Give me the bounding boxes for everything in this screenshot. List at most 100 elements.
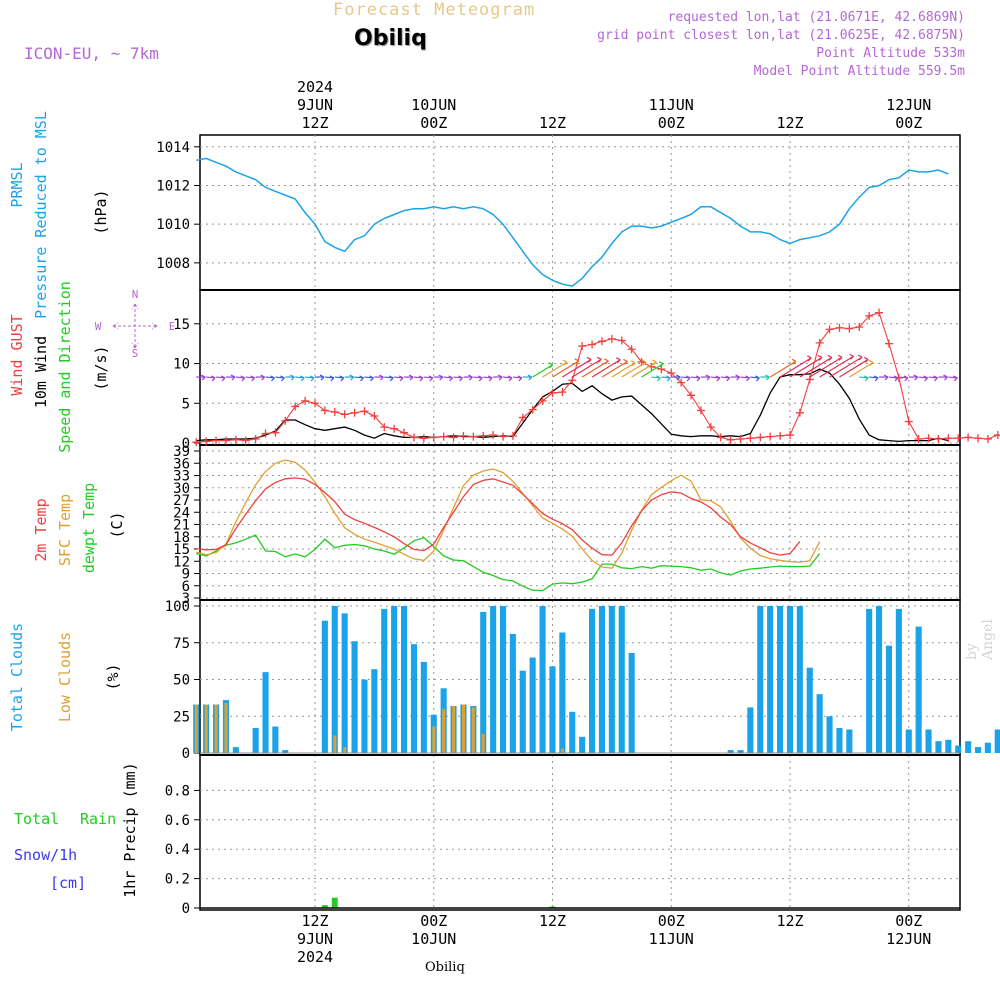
total-cloud-bar	[490, 606, 497, 753]
wind-direction-arrow	[849, 361, 874, 378]
wind-arrow-head	[849, 353, 855, 360]
gust-marker	[538, 396, 547, 405]
temp-unit: (C)	[108, 511, 126, 538]
bottom-time-label: 00Z	[420, 912, 447, 930]
gust-marker	[667, 369, 676, 378]
wind-arrow-head	[250, 375, 256, 382]
gust-marker	[974, 434, 983, 443]
total-cloud-bar	[351, 641, 358, 753]
gust-marker	[736, 435, 745, 444]
gust-marker	[578, 342, 587, 351]
precip-legend-rain: Rain	[80, 810, 116, 828]
y-tick-label: 0.4	[165, 842, 190, 858]
gust-marker	[390, 424, 399, 433]
wind-arrow-head	[586, 356, 592, 363]
wind-arrow-head	[309, 375, 315, 382]
wind-arrow-head	[527, 374, 533, 381]
gust-marker	[419, 434, 428, 443]
total-cloud-bar	[846, 729, 853, 753]
gust-marker	[924, 434, 933, 443]
wind-arrow-head	[857, 354, 863, 361]
gust-marker	[795, 408, 804, 417]
gust-label: Wind GUST	[8, 314, 26, 395]
total-cloud-bar	[866, 608, 873, 753]
surface-temp-line	[196, 459, 821, 569]
total-cloud-bar	[816, 694, 823, 753]
gust-marker	[350, 408, 359, 417]
wind-arrow-head	[675, 374, 681, 381]
total-cloud-bar	[975, 747, 982, 753]
total-cloud-bar	[767, 606, 774, 753]
total-cloud-bar	[895, 608, 902, 753]
wind-arrow-head	[903, 375, 909, 382]
total-cloud-bar	[559, 632, 566, 753]
bottom-time-label: 12Z	[301, 912, 328, 930]
total-cloud-bar	[480, 611, 487, 753]
gust-marker	[588, 340, 597, 349]
y-tick-label: 36	[173, 456, 190, 472]
gust-marker	[508, 431, 517, 440]
bottom-time-label: 00Z	[895, 912, 922, 930]
wind-arrow-head	[658, 361, 664, 368]
wind-arrow-head	[883, 374, 889, 381]
wind-arrow-head	[270, 375, 275, 382]
compass-north: N	[132, 288, 139, 301]
requested-coordinates: requested lon,lat (21.0671E, 42.6869N)	[667, 10, 965, 25]
total-cloud-bar	[371, 669, 378, 753]
top-time-label: 00Z	[895, 114, 922, 132]
total-cloud-bar	[806, 667, 813, 753]
compass-west: W	[95, 320, 102, 333]
wind-arrow-head	[319, 374, 325, 381]
wind-arrow-head	[548, 362, 554, 369]
low-cloud-bar	[214, 704, 218, 753]
gust-marker	[301, 396, 310, 405]
wind-direction-arrow	[799, 356, 833, 378]
wind-arrow-head	[497, 374, 503, 381]
total-cloud-bar	[401, 606, 408, 753]
gust-marker	[370, 411, 379, 420]
wind-arrow-head	[943, 374, 948, 381]
gust-marker	[400, 428, 409, 437]
gust-marker	[409, 433, 418, 442]
low-cloud-bar	[560, 748, 564, 753]
gust-marker	[469, 432, 478, 441]
wind-arrow-head	[597, 356, 602, 363]
total-cloud-bar	[539, 606, 546, 753]
wind-arrow-head	[863, 375, 869, 382]
y-tick-label: 24	[173, 505, 190, 521]
total-cloud-bar	[509, 633, 516, 753]
y-tick-label: 0.6	[165, 813, 190, 829]
gust-marker	[429, 433, 438, 442]
total-cloud-bar	[579, 736, 586, 753]
wind-arrow-head	[695, 375, 701, 382]
total-cloud-bar	[994, 729, 1000, 753]
y-tick-label: 25	[173, 709, 190, 725]
gust-marker	[231, 435, 240, 444]
wind-arrow-head	[468, 374, 473, 381]
total-cloud-bar	[984, 742, 991, 753]
total-cloud-bar	[727, 750, 734, 753]
gust-marker	[855, 322, 864, 331]
total-cloud-bar	[381, 608, 388, 753]
wind-arrow-head	[791, 358, 797, 365]
compass-east: E	[169, 320, 176, 333]
compass-rose	[112, 303, 158, 349]
gust-marker	[449, 433, 458, 442]
wind-arrow-head	[574, 358, 580, 365]
wind-arrow-head	[923, 375, 929, 382]
y-tick-label: 0	[182, 746, 190, 762]
gust-marker	[221, 436, 230, 445]
total-cloud-bar	[945, 739, 952, 753]
total-cloud-bar	[618, 606, 625, 753]
gust-marker	[746, 434, 755, 443]
surface-temp-label: SFC Temp	[56, 494, 74, 566]
wind-arrow-head	[260, 374, 266, 381]
wind-arrow-head	[349, 374, 355, 381]
total-cloud-bar	[628, 653, 635, 753]
gust-marker	[825, 325, 834, 334]
wind-arrow-head	[369, 375, 374, 382]
top-time-label: 12Z	[539, 114, 566, 132]
total-cloud-bar	[826, 716, 833, 754]
total-cloud-bar	[519, 670, 526, 753]
wind-direction-arrow	[601, 360, 628, 378]
